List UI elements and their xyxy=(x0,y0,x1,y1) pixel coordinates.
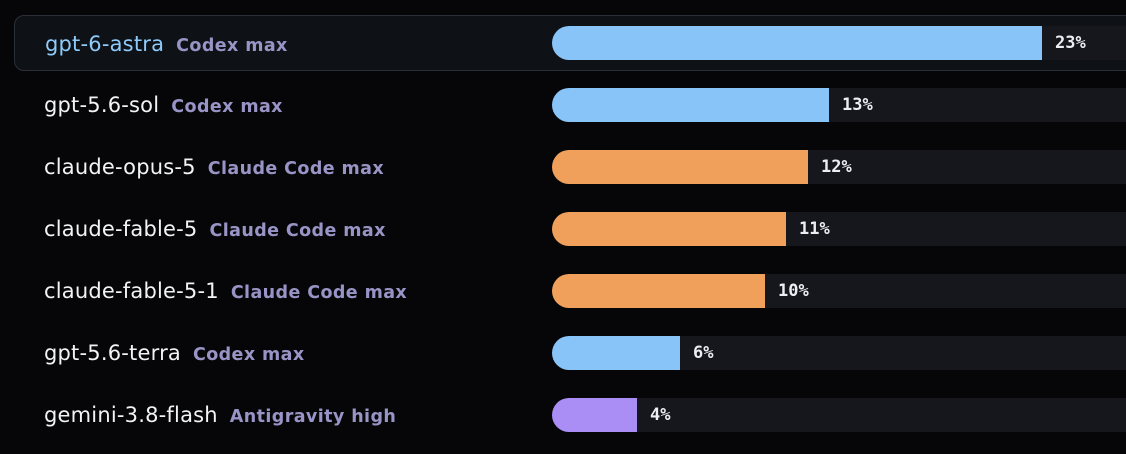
percent-label: 13% xyxy=(842,95,873,115)
row-label: gpt-6-astra Codex max xyxy=(45,16,288,72)
row-label: gemini-3.8-flash Antigravity high xyxy=(44,387,396,443)
row-label: gpt-5.6-sol Codex max xyxy=(44,77,283,133)
percent-label: 10% xyxy=(778,281,809,301)
row-label: gpt-5.6-terra Codex max xyxy=(44,325,305,381)
bar xyxy=(552,336,680,370)
bar-track xyxy=(552,398,1126,432)
harness-name: Claude Code max xyxy=(207,159,385,179)
bar xyxy=(552,398,637,432)
model-name: gpt-6-astra xyxy=(45,32,165,56)
bar xyxy=(552,150,808,184)
row-label: claude-opus-5 Claude Code max xyxy=(44,139,384,195)
harness-name: Antigravity high xyxy=(229,407,397,427)
model-row[interactable]: gemini-3.8-flash Antigravity high xyxy=(14,387,1126,443)
model-name: gpt-5.6-sol xyxy=(44,93,160,117)
model-name: claude-fable-5-1 xyxy=(44,279,219,303)
percent-label: 12% xyxy=(821,157,852,177)
bar xyxy=(552,212,786,246)
harness-name: Claude Code max xyxy=(230,283,408,303)
row-label: claude-fable-5 Claude Code max xyxy=(44,201,386,257)
model-name: gpt-5.6-terra xyxy=(44,341,181,365)
harness-name: Codex max xyxy=(176,36,288,56)
model-row[interactable]: claude-fable-5 Claude Code max xyxy=(14,201,1126,257)
percent-label: 23% xyxy=(1055,33,1086,53)
model-row[interactable]: gpt-5.6-terra Codex max xyxy=(14,325,1126,381)
row-label: claude-fable-5-1 Claude Code max xyxy=(44,263,407,319)
harness-name: Codex max xyxy=(192,345,305,365)
model-name: gemini-3.8-flash xyxy=(44,403,218,427)
harness-name: Claude Code max xyxy=(209,221,386,241)
model-row[interactable]: gpt-5.6-sol Codex max xyxy=(14,77,1126,133)
bar xyxy=(552,274,765,308)
bar xyxy=(552,88,829,122)
model-row[interactable]: claude-opus-5 Claude Code max xyxy=(14,139,1126,195)
model-name: claude-fable-5 xyxy=(44,217,198,241)
percent-label: 4% xyxy=(650,405,671,425)
bar xyxy=(552,26,1042,60)
harness-name: Codex max xyxy=(171,97,283,117)
percent-label: 11% xyxy=(799,219,830,239)
model-name: claude-opus-5 xyxy=(44,155,196,179)
percent-label: 6% xyxy=(693,343,714,363)
model-row[interactable]: claude-fable-5-1 Claude Code max xyxy=(14,263,1126,319)
